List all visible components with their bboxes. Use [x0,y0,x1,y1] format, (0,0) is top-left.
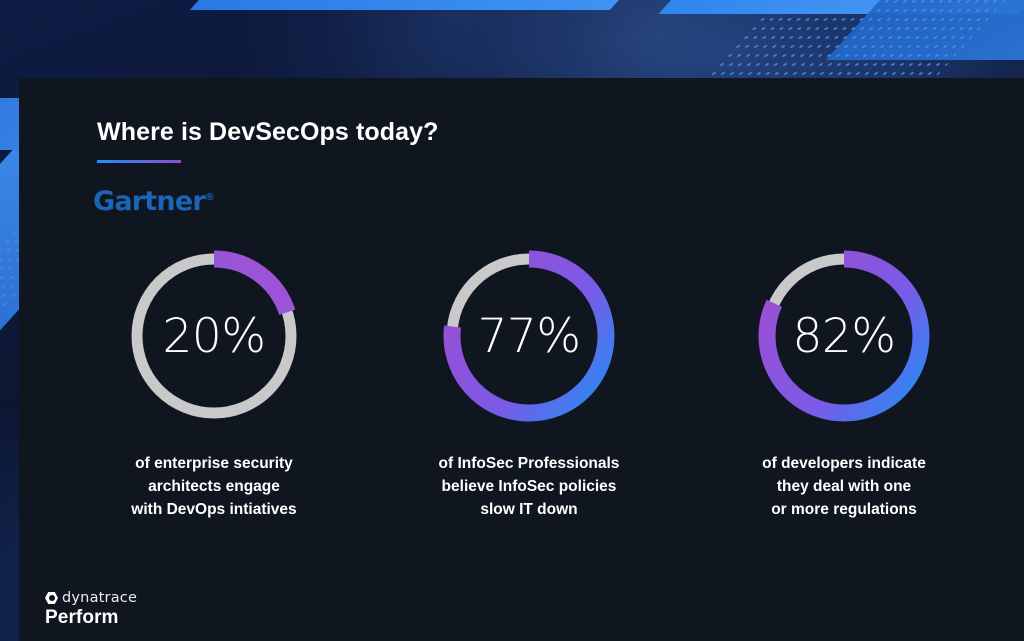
dynatrace-perform-logo: dynatrace Perform [45,590,137,629]
registered-mark-icon: ® [204,192,215,203]
donut-chart: 20% [124,246,304,426]
donut-chart-svg [443,250,615,422]
perform-wordmark: Perform [45,607,119,628]
donut-chart-svg [758,250,930,422]
content-card: Where is DevSecOps today? Gartner® [19,78,1024,641]
donut-chart-svg [128,250,300,422]
gartner-logo-text: Gartner [93,186,206,217]
stat-caption: of developers indicate they deal with on… [762,455,926,518]
donut-value-label: 20% [162,308,266,364]
dynatrace-hexagon-icon [45,592,58,604]
statistics-row: 20% of enterprise security architects en… [79,246,979,521]
donut-value-arc [443,250,615,422]
stat-card: 20% of enterprise security architects en… [79,246,349,521]
stat-caption: of enterprise security architects engage… [131,455,297,518]
dynatrace-brand: dynatrace [45,590,137,606]
decorative-bar-top-a [189,0,661,10]
dynatrace-wordmark: dynatrace [62,590,138,606]
donut-value-label: 77% [477,308,581,364]
donut-value-arc [128,250,300,422]
title-accent-bar [97,160,181,163]
stat-caption: of InfoSec Professionals believe InfoSec… [438,455,620,518]
donut-value-label: 82% [792,308,896,364]
donut-chart: 82% [754,246,934,426]
page-title: Where is DevSecOps today? [97,118,439,146]
donut-value-arc [758,250,930,422]
gartner-logo: Gartner® [93,186,215,217]
stat-card: 82% of developers indicate they deal wit… [709,246,979,521]
stat-card: 77% of InfoSec Professionals believe Inf… [394,246,664,521]
donut-chart: 77% [439,246,619,426]
